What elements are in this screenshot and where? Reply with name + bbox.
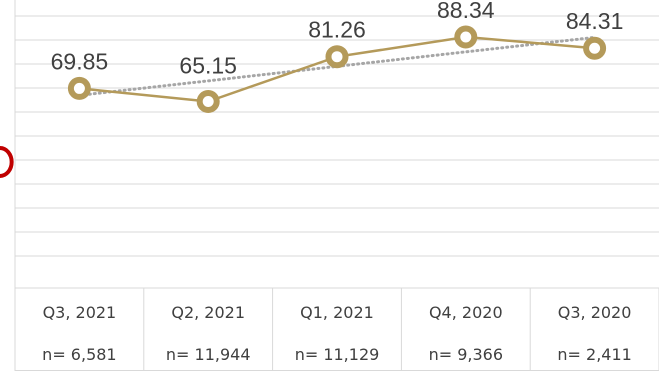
sample-size-label-4: n= 9,366 <box>429 345 503 364</box>
sample-size-label-1: n= 6,581 <box>42 345 116 364</box>
data-point-3 <box>325 45 349 69</box>
value-label-5: 84.31 <box>566 8 624 34</box>
data-points <box>67 25 607 113</box>
category-label-3: Q1, 2021 <box>300 303 374 322</box>
edge-marker <box>0 146 14 178</box>
data-point-5 <box>583 36 607 60</box>
sample-size-label-5: n= 2,411 <box>557 345 631 364</box>
value-labels: 69.85 65.15 81.26 88.34 84.31 <box>51 0 624 79</box>
gridlines <box>14 0 659 289</box>
value-label-4: 88.34 <box>437 0 495 23</box>
data-point-2 <box>196 90 220 113</box>
sample-size-label-3: n= 11,129 <box>295 345 380 364</box>
category-labels: Q3, 2021 Q2, 2021 Q1, 2021 Q4, 2020 Q3, 2020 <box>43 303 632 322</box>
value-label-3: 81.26 <box>308 17 366 43</box>
category-label-5: Q3, 2020 <box>558 303 632 322</box>
value-label-2: 65.15 <box>179 53 237 79</box>
category-label-2: Q2, 2021 <box>171 303 245 322</box>
value-label-1: 69.85 <box>51 48 109 74</box>
category-label-4: Q4, 2020 <box>429 303 503 322</box>
data-point-4 <box>454 25 478 49</box>
sample-size-labels: n= 6,581 n= 11,944 n= 11,129 n= 9,366 n= 2,4… <box>42 345 632 364</box>
data-point-1 <box>67 76 91 100</box>
category-label-1: Q3, 2021 <box>43 303 117 322</box>
sample-size-label-2: n= 11,944 <box>166 345 251 364</box>
